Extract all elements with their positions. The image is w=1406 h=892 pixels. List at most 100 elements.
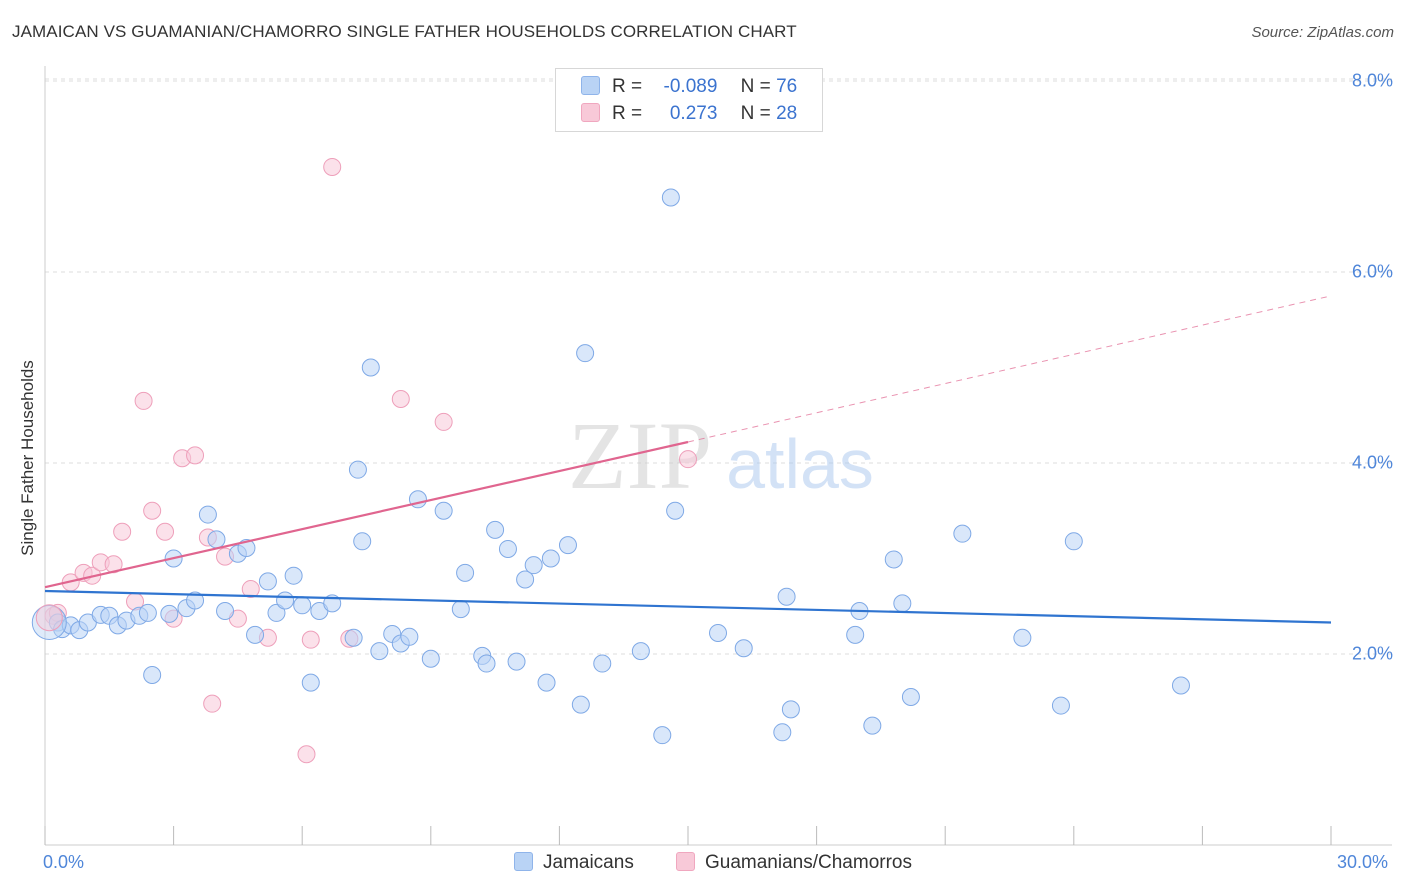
guamanian-point: [241, 580, 260, 599]
jamaican-point: [198, 505, 217, 524]
guamanians-trend-extension: [687, 295, 1332, 443]
legend-swatch-blue: [581, 76, 600, 95]
jamaican-point: [344, 628, 363, 647]
guamanian-point: [323, 157, 342, 176]
grid-lines: [45, 78, 1392, 655]
jamaican-point: [456, 563, 475, 582]
guamanian-point: [113, 522, 132, 541]
jamaican-point: [421, 649, 440, 668]
legend-n-value: 76: [776, 76, 798, 97]
jamaican-point: [571, 695, 590, 714]
y-tick-label: 2.0%: [1351, 643, 1393, 664]
legend-r-value: 0.273: [669, 103, 718, 124]
jamaican-point: [777, 587, 796, 606]
jamaican-point: [666, 501, 685, 520]
source-label: Source: ZipAtlas.com: [1251, 24, 1394, 41]
jamaican-point: [143, 666, 162, 685]
guamanian-point: [186, 446, 205, 465]
jamaican-point: [901, 687, 920, 706]
jamaican-point: [734, 639, 753, 658]
guamanians-trend-line: [44, 440, 689, 589]
correlation-legend: R = -0.089 N = 76 R = 0.273 N = 28: [555, 68, 823, 132]
jamaican-point: [541, 549, 560, 568]
jamaicans-trend-line: [44, 589, 1332, 624]
jamaican-point: [558, 536, 577, 555]
legend-swatch-pink: [581, 103, 600, 122]
jamaican-point: [593, 654, 612, 673]
jamaican-point: [138, 603, 157, 622]
jamaican-point: [1064, 532, 1083, 551]
jamaican-point: [246, 625, 265, 644]
jamaican-point: [400, 627, 419, 646]
jamaican-point: [661, 188, 680, 207]
x-tick-label-min: 0.0%: [43, 852, 85, 872]
jamaican-point: [160, 604, 179, 623]
jamaican-point: [353, 532, 372, 551]
guamanian-point: [434, 412, 453, 431]
jamaican-point: [507, 652, 526, 671]
guamanian-point: [156, 522, 175, 541]
jamaican-point: [451, 600, 470, 619]
jamaican-point: [498, 539, 517, 558]
jamaican-point: [1171, 676, 1190, 695]
jamaican-point: [267, 603, 286, 622]
legend-row-guamanians: R = 0.273 N = 28: [581, 103, 797, 125]
jamaican-point: [524, 556, 543, 575]
jamaican-point: [773, 723, 792, 742]
jamaican-point: [486, 520, 505, 539]
guamanian-point: [134, 391, 153, 410]
jamaican-point: [516, 570, 535, 589]
legend-n-value: 28: [776, 103, 798, 124]
jamaican-point: [293, 596, 312, 615]
guamanian-point: [143, 501, 162, 520]
guamanian-point: [301, 630, 320, 649]
y-tick-label: 8.0%: [1351, 70, 1393, 91]
jamaican-point: [1051, 696, 1070, 715]
jamaican-point: [284, 566, 303, 585]
jamaican-point: [207, 530, 226, 549]
jamaican-point: [631, 642, 650, 661]
jamaican-point: [537, 673, 556, 692]
jamaican-point: [186, 591, 205, 610]
jamaican-point: [893, 594, 912, 613]
jamaican-cluster-point: [31, 604, 67, 640]
jamaican-point: [884, 550, 903, 569]
guamanian-point: [297, 745, 316, 764]
bottom-legend-label: Jamaicans: [543, 852, 634, 873]
jamaican-point: [709, 623, 728, 642]
guamanian-point: [203, 694, 222, 713]
bottom-legend-swatch-blue: [514, 852, 533, 871]
legend-n-label: N =: [740, 76, 771, 97]
jamaican-point: [434, 501, 453, 520]
guamanian-point: [679, 450, 697, 469]
watermark-atlas: atlas: [726, 425, 874, 503]
bottom-legend-swatch-pink: [676, 852, 695, 871]
jamaican-point: [276, 591, 295, 610]
jamaican-point: [216, 602, 235, 621]
chart-title: JAMAICAN VS GUAMANIAN/CHAMORRO SINGLE FA…: [12, 22, 797, 41]
y-tick-label: 4.0%: [1351, 452, 1393, 473]
jamaican-point: [348, 460, 367, 479]
guamanian-cluster-point: [35, 604, 63, 632]
bottom-legend-guamanians: Guamanians/Chamorros: [676, 852, 912, 874]
x-tick-label-max: 30.0%: [1337, 852, 1389, 872]
bottom-legend-label: Guamanians/Chamorros: [705, 852, 912, 873]
jamaican-point: [361, 358, 380, 377]
bottom-legend-jamaicans: Jamaicans: [514, 852, 634, 874]
legend-r-value: -0.089: [663, 76, 718, 97]
axes: [44, 66, 1392, 846]
jamaican-point: [477, 654, 496, 673]
jamaican-point: [653, 726, 672, 745]
y-tick-label: 6.0%: [1351, 261, 1393, 282]
legend-row-jamaicans: R = -0.089 N = 76: [581, 76, 797, 98]
jamaican-point: [781, 700, 800, 719]
jamaican-point: [1013, 628, 1032, 647]
legend-r-label: R =: [612, 103, 643, 124]
trend-lines: [44, 295, 1332, 624]
data-points: [31, 157, 1190, 764]
watermark: ZIP atlas: [568, 402, 874, 509]
jamaican-point: [301, 673, 320, 692]
jamaican-point: [846, 625, 865, 644]
jamaican-point: [258, 572, 277, 591]
